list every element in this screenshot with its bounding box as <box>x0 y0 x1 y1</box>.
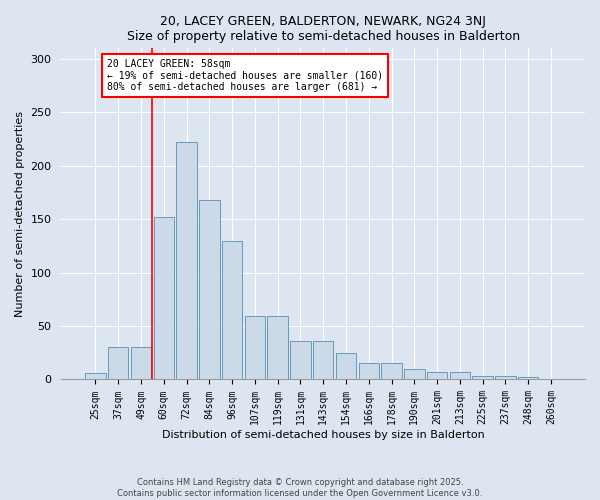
Bar <box>85 373 106 380</box>
Bar <box>245 316 265 380</box>
Bar <box>495 376 515 380</box>
Bar <box>199 200 220 380</box>
Bar <box>313 341 334 380</box>
Bar <box>268 316 288 380</box>
Bar <box>449 372 470 380</box>
Bar <box>154 217 174 380</box>
Bar <box>290 341 311 380</box>
Bar <box>176 142 197 380</box>
Text: 20 LACEY GREEN: 58sqm
← 19% of semi-detached houses are smaller (160)
80% of sem: 20 LACEY GREEN: 58sqm ← 19% of semi-deta… <box>107 59 383 92</box>
X-axis label: Distribution of semi-detached houses by size in Balderton: Distribution of semi-detached houses by … <box>162 430 485 440</box>
Bar <box>427 372 448 380</box>
Bar <box>222 240 242 380</box>
Bar <box>518 378 538 380</box>
Y-axis label: Number of semi-detached properties: Number of semi-detached properties <box>15 111 25 317</box>
Bar <box>381 364 402 380</box>
Bar <box>336 353 356 380</box>
Bar <box>131 348 151 380</box>
Text: Contains HM Land Registry data © Crown copyright and database right 2025.
Contai: Contains HM Land Registry data © Crown c… <box>118 478 482 498</box>
Bar <box>359 364 379 380</box>
Bar <box>404 369 425 380</box>
Title: 20, LACEY GREEN, BALDERTON, NEWARK, NG24 3NJ
Size of property relative to semi-d: 20, LACEY GREEN, BALDERTON, NEWARK, NG24… <box>127 15 520 43</box>
Bar <box>472 376 493 380</box>
Bar <box>108 348 128 380</box>
